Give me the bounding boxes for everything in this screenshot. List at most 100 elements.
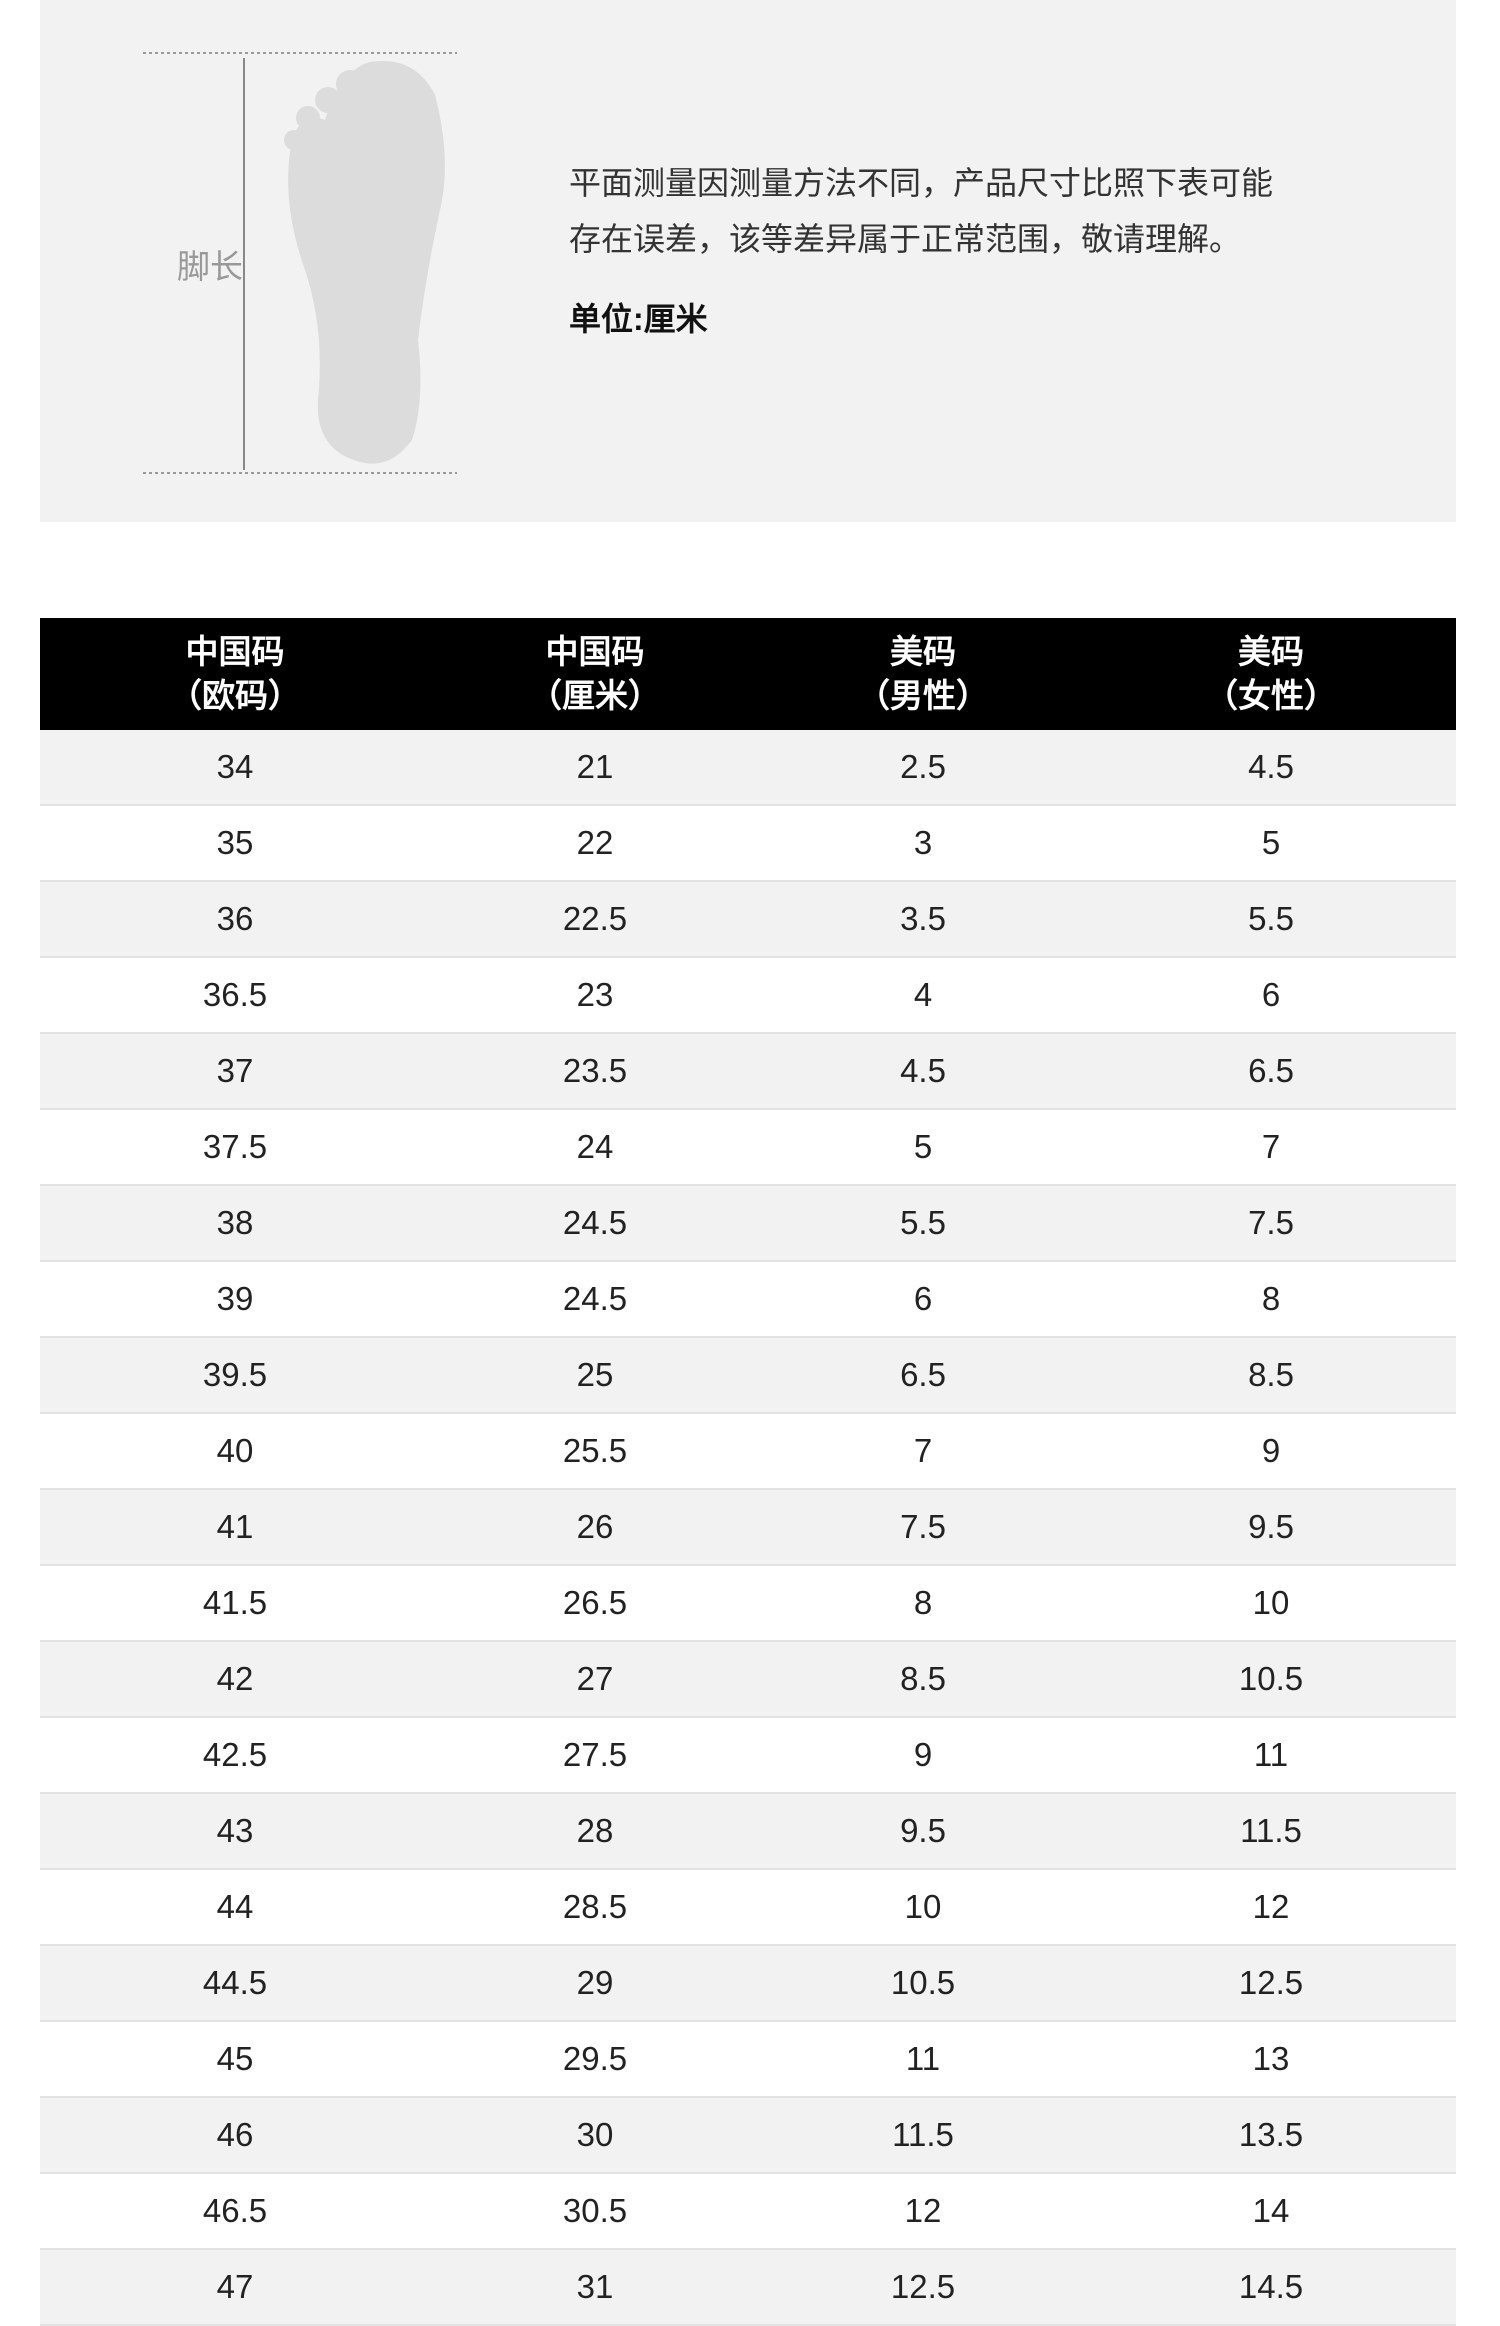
table-cell: 7 <box>760 1413 1086 1490</box>
table-row: 40 25.5 7 9 <box>40 1413 1456 1490</box>
table-row: 42.5 27.5 9 11 <box>40 1717 1456 1794</box>
table-cell: 5.5 <box>1086 881 1456 958</box>
table-cell: 12.5 <box>1086 1945 1456 2022</box>
table-cell: 2.5 <box>760 730 1086 806</box>
table-cell: 4 <box>760 957 1086 1034</box>
table-row: 36 22.5 3.5 5.5 <box>40 881 1456 958</box>
table-cell: 13 <box>1086 2021 1456 2098</box>
table-cell: 9.5 <box>1086 1489 1456 1566</box>
table-cell: 9 <box>760 1717 1086 1794</box>
table-cell: 22 <box>430 805 760 882</box>
table-cell: 11 <box>760 2021 1086 2098</box>
table-row: 43 28 9.5 11.5 <box>40 1793 1456 1870</box>
table-row: 36.5 23 4 6 <box>40 957 1456 1034</box>
header-title: 美码 <box>1238 633 1304 670</box>
header-subtitle: （欧码） <box>169 677 301 714</box>
table-cell: 25 <box>430 1337 760 1414</box>
table-cell: 9 <box>1086 1413 1456 1490</box>
table-cell: 5 <box>760 1109 1086 1186</box>
table-row: 41 26 7.5 9.5 <box>40 1489 1456 1566</box>
table-cell: 40 <box>40 1413 430 1490</box>
table-cell: 30 <box>430 2097 760 2174</box>
table-cell: 11.5 <box>760 2097 1086 2174</box>
table-cell: 44.5 <box>40 1945 430 2022</box>
size-table: 中国码 （欧码） 中国码 （厘米） 美码 （男性） 美码 （女性） 34 21 2.5 4.5 35 2… <box>40 618 1456 2326</box>
table-cell: 9.5 <box>760 1793 1086 1870</box>
table-cell: 38 <box>40 1185 430 1262</box>
table-cell: 36 <box>40 881 430 958</box>
table-cell: 24.5 <box>430 1185 760 1262</box>
table-cell: 4.5 <box>1086 730 1456 806</box>
table-cell: 3.5 <box>760 881 1086 958</box>
table-cell: 46 <box>40 2097 430 2174</box>
table-cell: 8 <box>760 1565 1086 1642</box>
table-cell: 23.5 <box>430 1033 760 1110</box>
header-subtitle: （男性） <box>857 677 989 714</box>
table-cell: 45 <box>40 2021 430 2098</box>
table-cell: 10.5 <box>1086 1641 1456 1718</box>
table-cell: 36.5 <box>40 957 430 1034</box>
table-cell: 25.5 <box>430 1413 760 1490</box>
table-cell: 46.5 <box>40 2173 430 2250</box>
table-cell: 10 <box>760 1869 1086 1946</box>
table-row: 45 29.5 11 13 <box>40 2021 1456 2098</box>
header-cell: 中国码 （欧码） <box>40 618 430 730</box>
table-cell: 3 <box>760 805 1086 882</box>
table-cell: 35 <box>40 805 430 882</box>
table-row: 34 21 2.5 4.5 <box>40 730 1456 806</box>
table-row: 47 31 12.5 14.5 <box>40 2249 1456 2326</box>
table-row: 46 30 11.5 13.5 <box>40 2097 1456 2174</box>
table-row: 44 28.5 10 12 <box>40 1869 1456 1946</box>
table-cell: 23 <box>430 957 760 1034</box>
table-cell: 34 <box>40 730 430 806</box>
table-cell: 12.5 <box>760 2249 1086 2326</box>
table-row: 38 24.5 5.5 7.5 <box>40 1185 1456 1262</box>
table-cell: 11.5 <box>1086 1793 1456 1870</box>
table-cell: 26 <box>430 1489 760 1566</box>
table-cell: 39 <box>40 1261 430 1338</box>
table-cell: 28.5 <box>430 1869 760 1946</box>
table-cell: 6.5 <box>1086 1033 1456 1110</box>
table-cell: 6.5 <box>760 1337 1086 1414</box>
header-subtitle: （厘米） <box>529 677 661 714</box>
table-row: 42 27 8.5 10.5 <box>40 1641 1456 1718</box>
table-cell: 11 <box>1086 1717 1456 1794</box>
table-cell: 31 <box>430 2249 760 2326</box>
table-cell: 8.5 <box>1086 1337 1456 1414</box>
table-row: 39.5 25 6.5 8.5 <box>40 1337 1456 1414</box>
table-cell: 10 <box>1086 1565 1456 1642</box>
table-cell: 7 <box>1086 1109 1456 1186</box>
table-cell: 7.5 <box>1086 1185 1456 1262</box>
table-row: 39 24.5 6 8 <box>40 1261 1456 1338</box>
note-line: 平面测量因测量方法不同，产品尺寸比照下表可能 <box>569 165 1274 201</box>
table-cell: 8 <box>1086 1261 1456 1338</box>
table-cell: 44 <box>40 1869 430 1946</box>
table-cell: 28 <box>430 1793 760 1870</box>
table-row: 35 22 3 5 <box>40 805 1456 882</box>
table-cell: 14.5 <box>1086 2249 1456 2326</box>
table-cell: 12 <box>1086 1869 1456 1946</box>
table-cell: 22.5 <box>430 881 760 958</box>
header-title: 美码 <box>890 633 956 670</box>
table-cell: 41 <box>40 1489 430 1566</box>
note-line: 存在误差，该等差异属于正常范围，敬请理解。 <box>569 221 1242 257</box>
table-cell: 29 <box>430 1945 760 2022</box>
table-cell: 27 <box>430 1641 760 1718</box>
table-cell: 10.5 <box>760 1945 1086 2022</box>
table-cell: 14 <box>1086 2173 1456 2250</box>
table-row: 41.5 26.5 8 10 <box>40 1565 1456 1642</box>
header-title: 中国码 <box>545 633 645 670</box>
table-cell: 4.5 <box>760 1033 1086 1110</box>
table-cell: 13.5 <box>1086 2097 1456 2174</box>
table-cell: 42 <box>40 1641 430 1718</box>
table-cell: 26.5 <box>430 1565 760 1642</box>
table-cell: 43 <box>40 1793 430 1870</box>
unit-label: 单位:厘米 <box>569 301 708 337</box>
table-cell: 5.5 <box>760 1185 1086 1262</box>
table-cell: 12 <box>760 2173 1086 2250</box>
table-cell: 29.5 <box>430 2021 760 2098</box>
table-cell: 37.5 <box>40 1109 430 1186</box>
header-title: 中国码 <box>185 633 285 670</box>
table-row: 37.5 24 5 7 <box>40 1109 1456 1186</box>
table-row: 44.5 29 10.5 12.5 <box>40 1945 1456 2022</box>
